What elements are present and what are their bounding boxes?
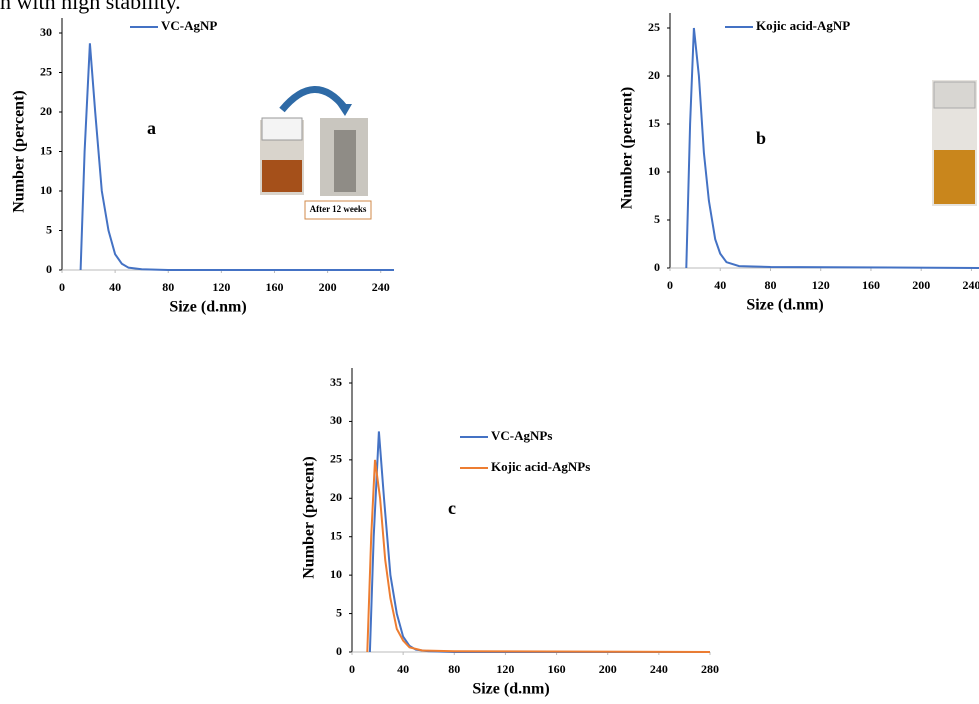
x-tick-label: 160 xyxy=(548,662,566,676)
annotation-box xyxy=(304,200,372,220)
legend-label: VC-AgNP xyxy=(161,18,217,33)
caption-fragment: h with high stability. xyxy=(0,0,181,14)
y-tick-label: 10 xyxy=(40,183,52,197)
vial-liquid xyxy=(934,150,975,204)
panel-label: a xyxy=(147,118,156,138)
y-tick-label: 20 xyxy=(40,104,52,118)
x-tick-label: 40 xyxy=(109,280,121,294)
x-tick-label: 240 xyxy=(650,662,668,676)
x-axis-title: Size (d.nm) xyxy=(169,299,246,316)
x-tick-label: 240 xyxy=(962,278,979,292)
x-tick-label: 160 xyxy=(265,280,283,294)
vial-cap xyxy=(261,117,303,141)
y-tick-label: 10 xyxy=(330,567,342,581)
arrow-head xyxy=(337,104,352,116)
x-tick-label: 120 xyxy=(496,662,514,676)
y-tick-label: 0 xyxy=(654,260,660,274)
y-tick-label: 5 xyxy=(336,605,342,619)
y-tick-label: 15 xyxy=(40,143,52,157)
vial-sediment xyxy=(334,130,356,192)
y-axis-title: Number (percent) xyxy=(619,87,636,210)
x-tick-label: 40 xyxy=(714,278,726,292)
panel-label: c xyxy=(448,498,456,518)
y-tick-label: 15 xyxy=(330,528,342,542)
legend-label: Kojic acid-AgNP xyxy=(756,18,850,33)
x-tick-label: 200 xyxy=(912,278,930,292)
y-tick-label: 5 xyxy=(654,212,660,226)
vial-liquid xyxy=(262,160,302,192)
legend-label: Kojic acid-AgNPs xyxy=(491,459,590,474)
x-tick-label: 80 xyxy=(162,280,174,294)
x-axis-title: Size (d.nm) xyxy=(746,297,823,314)
x-tick-label: 240 xyxy=(372,280,390,294)
x-tick-label: 0 xyxy=(349,662,355,676)
y-tick-label: 25 xyxy=(330,452,342,466)
y-axis-title: Number (percent) xyxy=(11,90,28,213)
y-tick-label: 35 xyxy=(330,375,342,389)
x-tick-label: 160 xyxy=(862,278,880,292)
y-tick-label: 0 xyxy=(46,262,52,276)
x-tick-label: 0 xyxy=(59,280,65,294)
series-line xyxy=(366,459,711,653)
x-tick-label: 80 xyxy=(764,278,776,292)
inset-photo-a xyxy=(260,86,372,220)
arrow xyxy=(279,86,348,113)
y-axis-title: Number (percent) xyxy=(301,456,318,579)
y-tick-label: 15 xyxy=(648,116,660,130)
x-tick-label: 40 xyxy=(397,662,409,676)
x-tick-label: 80 xyxy=(448,662,460,676)
y-tick-label: 25 xyxy=(40,64,52,78)
y-tick-label: 10 xyxy=(648,164,660,178)
y-tick-label: 30 xyxy=(40,25,52,39)
series-line xyxy=(79,43,394,271)
annotation: After 12 weeks xyxy=(310,204,367,214)
y-tick-label: 5 xyxy=(46,222,52,236)
inset-photo-b xyxy=(932,80,977,206)
y-tick-label: 20 xyxy=(648,68,660,82)
x-axis-title: Size (d.nm) xyxy=(472,681,549,698)
y-tick-label: 30 xyxy=(330,413,342,427)
y-tick-label: 20 xyxy=(330,490,342,504)
vial-cap xyxy=(933,81,976,109)
x-tick-label: 120 xyxy=(812,278,830,292)
series-line xyxy=(685,27,979,269)
panel-label: b xyxy=(756,128,766,148)
x-tick-label: 0 xyxy=(667,278,673,292)
x-tick-label: 120 xyxy=(212,280,230,294)
y-tick-label: 0 xyxy=(336,644,342,658)
x-tick-label: 200 xyxy=(599,662,617,676)
x-tick-label: 280 xyxy=(701,662,719,676)
x-tick-label: 200 xyxy=(319,280,337,294)
y-tick-label: 25 xyxy=(648,20,660,34)
legend-label: VC-AgNPs xyxy=(491,428,552,443)
